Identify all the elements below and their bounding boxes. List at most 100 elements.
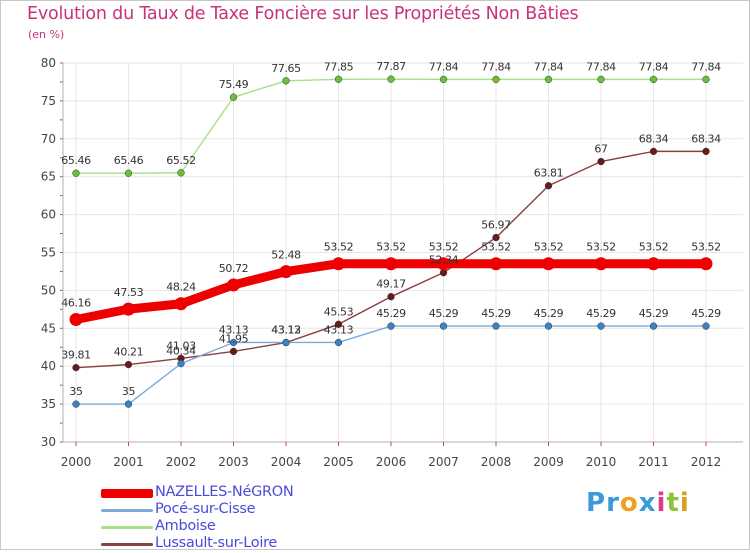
series-point-3-2000 xyxy=(72,363,80,372)
series-point-3-2009 xyxy=(544,182,553,190)
y-tick-label-60: 60 xyxy=(41,208,56,222)
y-tick-label-30: 30 xyxy=(41,435,56,449)
data-label-1-2002: 40.34 xyxy=(166,345,196,358)
x-tick-label-2006: 2006 xyxy=(376,455,407,469)
data-label-1-2008: 45.29 xyxy=(481,307,511,320)
series-point-2-2002 xyxy=(177,169,185,177)
logo-letter: r xyxy=(606,488,620,518)
data-label-1-2005: 43.13 xyxy=(324,323,354,336)
series-point-0-2011 xyxy=(647,257,660,271)
logo-letter: i xyxy=(656,488,667,518)
series-point-1-2003 xyxy=(229,338,238,347)
data-label-3-2001: 40.21 xyxy=(114,346,144,359)
y-tick-label-45: 45 xyxy=(41,321,56,335)
series-point-1-2012 xyxy=(702,322,710,330)
y-tick-label-65: 65 xyxy=(41,170,56,184)
chart-title: Evolution du Taux de Taxe Foncière sur l… xyxy=(27,4,579,24)
series-point-2-2004 xyxy=(282,77,290,85)
data-label-1-2011: 45.29 xyxy=(639,307,669,320)
data-label-3-2003: 41.95 xyxy=(219,332,249,345)
data-label-1-2000: 35 xyxy=(69,385,83,398)
data-label-2-2006: 77.87 xyxy=(376,60,406,73)
series-point-3-2010 xyxy=(597,157,605,166)
x-tick-label-2004: 2004 xyxy=(271,455,302,469)
data-label-3-2007: 52.34 xyxy=(429,254,459,267)
legend-swatch xyxy=(101,526,153,529)
series-point-2-2009 xyxy=(544,75,553,84)
data-label-0-2002: 48.24 xyxy=(166,281,196,294)
data-label-0-2001: 47.53 xyxy=(114,286,144,299)
series-point-1-2005 xyxy=(334,338,343,347)
series-point-0-2009 xyxy=(542,257,555,271)
data-label-0-2010: 53.52 xyxy=(586,241,616,254)
data-label-1-2007: 45.29 xyxy=(429,307,459,320)
x-tick-label-2003: 2003 xyxy=(218,455,249,469)
series-point-1-2001 xyxy=(124,400,133,408)
legend-item-3: Lussault-sur-Loire xyxy=(101,535,361,553)
data-label-3-2002: 41.03 xyxy=(166,339,196,352)
data-label-1-2009: 45.29 xyxy=(534,307,564,320)
data-label-2-2011: 77.84 xyxy=(639,60,669,73)
series-point-2-2010 xyxy=(597,75,605,84)
series-point-2-2006 xyxy=(387,75,395,83)
series-point-0-2010 xyxy=(594,257,608,271)
data-label-3-2011: 68.34 xyxy=(639,132,669,145)
data-label-1-2006: 45.29 xyxy=(376,307,406,320)
series-point-2-2011 xyxy=(649,75,658,84)
x-tick-label-2007: 2007 xyxy=(428,455,459,469)
series-point-3-2001 xyxy=(124,360,133,369)
series-point-0-2002 xyxy=(174,297,188,311)
series-point-0-2006 xyxy=(384,257,398,271)
x-tick-label-2009: 2009 xyxy=(533,455,564,469)
x-tick-label-2011: 2011 xyxy=(638,455,669,469)
data-label-2-2007: 77.84 xyxy=(429,60,459,73)
data-label-1-2001: 35 xyxy=(122,385,136,398)
logo-letter: o xyxy=(619,488,639,518)
data-label-0-2009: 53.52 xyxy=(534,241,564,254)
series-point-0-2008 xyxy=(489,257,503,271)
series-point-0-2012 xyxy=(699,257,713,271)
data-label-0-2006: 53.52 xyxy=(376,241,406,254)
data-label-2-2010: 77.84 xyxy=(586,60,616,73)
data-label-2-2002: 65.52 xyxy=(166,154,196,167)
series-point-3-2011 xyxy=(649,147,658,156)
series-point-2-2003 xyxy=(229,93,238,101)
y-tick-label-80: 80 xyxy=(41,56,56,70)
series-point-2-2000 xyxy=(72,169,80,177)
data-label-3-2004: 43.12 xyxy=(271,324,301,337)
data-label-2-2003: 75.49 xyxy=(219,78,249,91)
x-tick-label-2010: 2010 xyxy=(586,455,617,469)
y-tick-label-35: 35 xyxy=(41,397,56,411)
logo-letter: i xyxy=(679,488,690,518)
legend-swatch xyxy=(101,509,153,512)
data-label-3-2012: 68.34 xyxy=(691,132,721,145)
x-tick-label-2000: 2000 xyxy=(61,455,92,469)
legend-label: Pocé-sur-Cisse xyxy=(155,501,256,517)
data-label-1-2003: 43.13 xyxy=(219,323,249,336)
data-label-2-2009: 77.84 xyxy=(534,60,564,73)
series-point-2-2008 xyxy=(492,75,500,84)
series-point-2-2007 xyxy=(439,75,448,84)
series-point-3-2012 xyxy=(702,147,710,156)
data-label-0-2004: 52.48 xyxy=(271,249,301,262)
series-point-3-2005 xyxy=(334,320,343,328)
data-label-3-2005: 45.53 xyxy=(324,305,354,318)
y-tick-label-70: 70 xyxy=(41,132,56,146)
series-point-1-2011 xyxy=(649,322,658,330)
series-point-1-2010 xyxy=(597,322,605,330)
series-point-0-2003 xyxy=(227,278,240,292)
legend-item-0: NAZELLES-NéGRON xyxy=(101,484,361,502)
logo-letter: P xyxy=(586,488,607,518)
series-point-1-2009 xyxy=(544,322,553,330)
y-tick-label-50: 50 xyxy=(41,283,56,297)
y-tick-label-75: 75 xyxy=(41,94,56,108)
y-tick-label-40: 40 xyxy=(41,359,56,373)
proxiti-logo: Proxiti xyxy=(586,488,690,518)
series-point-1-2008 xyxy=(492,322,500,330)
legend-label: NAZELLES-NéGRON xyxy=(155,484,294,500)
series-point-2-2005 xyxy=(334,75,343,83)
x-tick-label-2001: 2001 xyxy=(113,455,144,469)
y-tick-label-55: 55 xyxy=(41,246,56,260)
x-tick-label-2002: 2002 xyxy=(166,455,197,469)
